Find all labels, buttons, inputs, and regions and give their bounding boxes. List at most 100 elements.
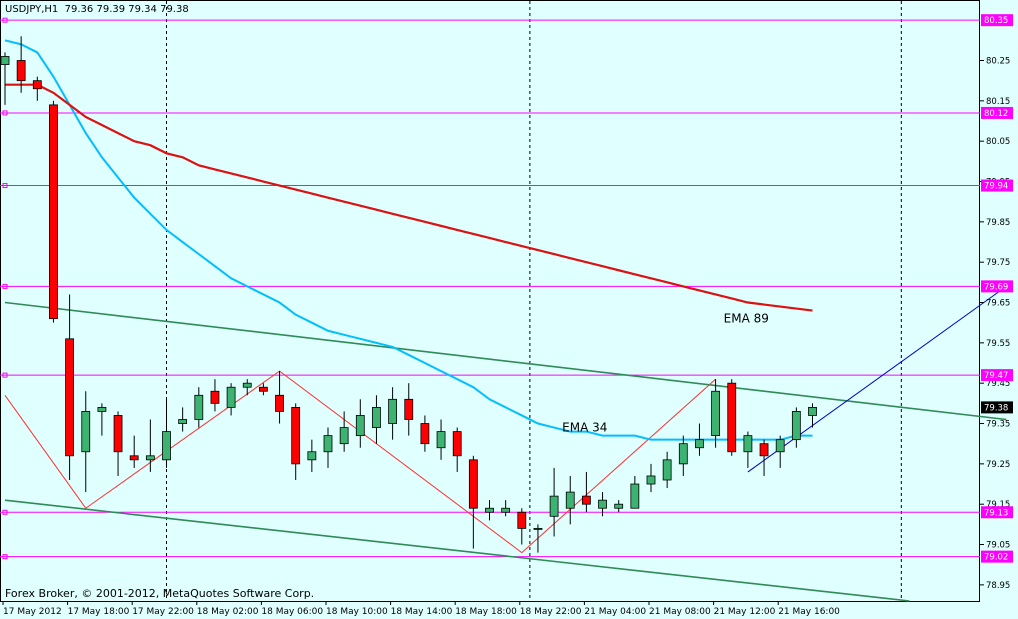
ema89-line: [5, 83, 813, 312]
level-price-label: 79.02: [984, 553, 1008, 563]
level-price-label: 80.35: [984, 16, 1008, 26]
x-tick-label: 21 May 04:00: [584, 607, 646, 617]
candle-body: [485, 507, 494, 513]
candle-body: [372, 406, 381, 428]
candle-body: [630, 483, 640, 509]
y-tick-label: 79.35: [986, 420, 1010, 430]
x-tick-label: 18 May 02:00: [197, 607, 259, 617]
level-handle[interactable]: [2, 17, 8, 23]
x-tick-label: 18 May 10:00: [326, 607, 388, 617]
candle-body: [307, 451, 317, 461]
x-tick-label: 17 May 18:00: [68, 607, 130, 617]
candle-body: [178, 419, 188, 424]
level-handle[interactable]: [2, 183, 8, 189]
candle-body: [0, 56, 10, 65]
level-price-label: 80.12: [984, 109, 1008, 119]
candle-body: [210, 390, 220, 404]
candle-body: [275, 394, 284, 412]
level-price-tag: [981, 280, 1013, 293]
channel-lower-line: [4, 499, 910, 602]
candle-body: [355, 415, 365, 437]
y-tick-label: 79.75: [986, 258, 1010, 268]
candle-body: [420, 423, 430, 445]
candle-body: [678, 443, 688, 465]
trend-line: [747, 285, 1007, 473]
candle-body: [32, 80, 42, 90]
y-tick-label: 78.95: [986, 581, 1010, 591]
level-handle[interactable]: [2, 283, 8, 289]
candle-body: [582, 495, 591, 505]
zigzag-line: [4, 370, 716, 554]
candle-body: [695, 439, 704, 449]
x-tick-label: 21 May 12:00: [714, 607, 776, 617]
ema89-label: EMA 89: [724, 312, 769, 326]
current-price-tag: [981, 401, 1013, 414]
level-handle[interactable]: [2, 509, 8, 515]
x-tick-label: 21 May 16:00: [778, 607, 840, 617]
ema34-line: [4, 39, 813, 441]
candle-body: [258, 386, 268, 392]
candle-body: [743, 435, 753, 453]
copyright-text: Forex Broker, © 2001-2012, MetaQuotes So…: [5, 587, 315, 600]
candle-body: [533, 527, 543, 530]
x-tick-label: 18 May 06:00: [261, 607, 323, 617]
candle-body: [323, 435, 333, 453]
level-handle[interactable]: [2, 372, 8, 378]
level-price-label: 79.69: [984, 282, 1008, 292]
candle-body: [791, 411, 801, 441]
level-price-label: 79.94: [984, 182, 1008, 192]
level-price-label: 79.13: [984, 508, 1008, 518]
y-tick-label: 80.25: [986, 57, 1010, 67]
candle-body: [565, 491, 575, 509]
y-tick-label: 79.65: [986, 299, 1010, 309]
candle-body: [517, 511, 527, 529]
ohlc-readout: 79.36 79.39 79.34 79.38: [64, 4, 189, 15]
y-tick-label: 80.05: [986, 137, 1010, 147]
candle-body: [404, 398, 414, 420]
ema34-label: EMA 34: [562, 421, 607, 435]
level-price-tag: [981, 550, 1013, 563]
x-tick-label: 18 May 22:00: [520, 607, 582, 617]
candle-body: [65, 338, 74, 457]
y-tick-label: 79.85: [986, 218, 1010, 228]
candle-body: [242, 382, 252, 388]
candle-body: [711, 390, 720, 437]
level-price-tag: [981, 179, 1013, 192]
candle-body: [775, 439, 785, 453]
level-price-tag: [981, 14, 1013, 27]
level-handle[interactable]: [2, 110, 8, 116]
candle-body: [452, 431, 462, 457]
candle-body: [16, 60, 26, 82]
candle-body: [598, 499, 607, 509]
candle-body: [339, 427, 349, 445]
y-tick-label: 79.25: [986, 460, 1010, 470]
candle-body: [549, 495, 559, 517]
chart-header: USDJPY,H1 79.36 79.39 79.34 79.38: [5, 4, 189, 15]
candle-body: [49, 104, 58, 320]
candle-body: [291, 406, 301, 465]
candle-body: [501, 507, 511, 513]
x-tick-label: 21 May 08:00: [649, 607, 711, 617]
y-tick-label: 79.05: [986, 541, 1010, 551]
candle-body: [662, 459, 672, 481]
candle-body: [145, 455, 155, 461]
level-price-label: 79.47: [984, 371, 1008, 381]
y-tick-label: 79.15: [986, 500, 1010, 510]
candle-body: [614, 503, 624, 509]
level-price-tag: [981, 369, 1013, 382]
level-handle[interactable]: [2, 554, 8, 560]
candle-body: [81, 411, 91, 453]
y-tick-label: 79.55: [986, 339, 1010, 349]
candle-body: [727, 382, 737, 453]
x-tick-label: 18 May 14:00: [391, 607, 453, 617]
candle-body: [759, 443, 769, 457]
current-price-label: 79.38: [984, 403, 1008, 413]
candle-body: [129, 455, 139, 461]
candle-body: [646, 475, 656, 485]
plot-frame: [0, 0, 980, 602]
y-tick-label: 80.15: [986, 97, 1010, 107]
candle-body: [436, 431, 446, 449]
candle-body: [162, 431, 171, 461]
candle-body: [194, 394, 204, 420]
